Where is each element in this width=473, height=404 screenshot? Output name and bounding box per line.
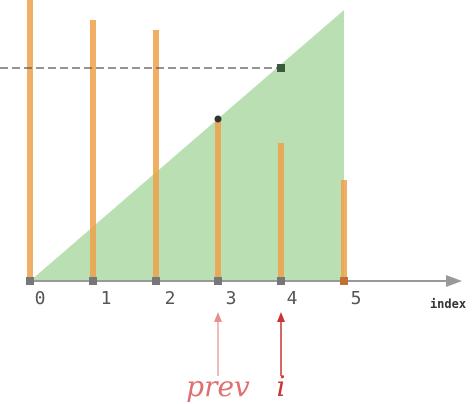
index-label: 2 xyxy=(165,288,176,309)
prev-label: prev xyxy=(186,370,250,403)
tick xyxy=(89,277,97,285)
triangle xyxy=(30,10,344,281)
dot xyxy=(214,115,222,123)
bar xyxy=(27,0,33,281)
marker xyxy=(277,64,285,72)
bar xyxy=(341,180,347,281)
tick xyxy=(340,277,348,285)
axis-arrow xyxy=(446,275,462,287)
bars xyxy=(27,0,347,281)
index-label: 0 xyxy=(35,288,46,309)
ticks xyxy=(26,277,348,285)
tick xyxy=(277,277,285,285)
index-label: 5 xyxy=(351,288,362,309)
index-label: 4 xyxy=(287,288,298,309)
index-label: 3 xyxy=(226,288,237,309)
tick xyxy=(152,277,160,285)
i-arrowhead xyxy=(277,312,285,322)
axis-label: index xyxy=(430,297,466,311)
i-label: i xyxy=(277,370,286,403)
bar xyxy=(153,30,159,281)
bar xyxy=(90,20,96,281)
bar xyxy=(215,119,221,281)
tick xyxy=(26,277,34,285)
prev-arrowhead xyxy=(214,312,222,322)
tick xyxy=(214,277,222,285)
bar xyxy=(278,143,284,281)
index-label: 1 xyxy=(101,288,112,309)
